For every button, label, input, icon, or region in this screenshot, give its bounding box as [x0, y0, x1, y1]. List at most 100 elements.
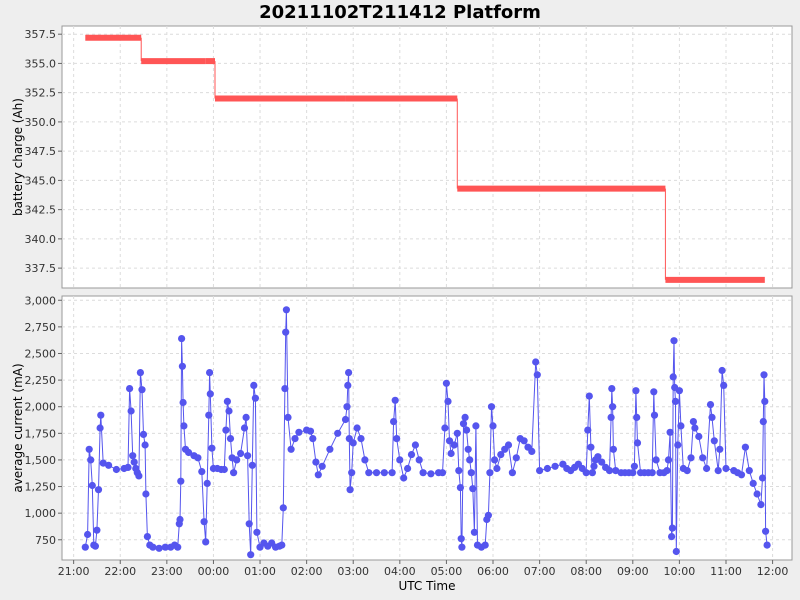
data-point [456, 484, 464, 492]
data-point [357, 435, 365, 443]
data-point [487, 403, 496, 411]
x-tick-label: 12:00 [757, 565, 789, 578]
data-point [343, 403, 351, 411]
data-point [469, 485, 477, 493]
data-point [508, 469, 516, 477]
chart-title: 20211102T211412 Platform [259, 2, 541, 23]
data-point [668, 533, 676, 541]
data-point [493, 464, 501, 473]
data-point [672, 547, 680, 556]
data-point [590, 462, 598, 470]
data-point [716, 445, 724, 453]
data-point [130, 458, 138, 466]
top-gridlines [62, 26, 792, 288]
data-point [666, 428, 674, 436]
data-point [341, 415, 350, 424]
data-point [722, 464, 730, 473]
top-y-ticks: 337.5 340.0 342.5 345.0 347.5 350.0 352.5 355.0… [25, 28, 62, 275]
y-tick-label: 1,750 [25, 427, 57, 440]
data-point [536, 467, 544, 475]
data-point [334, 429, 342, 437]
data-point [762, 527, 770, 535]
data-point [588, 469, 597, 477]
data-point [400, 474, 408, 482]
data-point [99, 459, 107, 467]
data-point [491, 456, 499, 464]
data-point [198, 468, 206, 476]
data-point [582, 469, 590, 477]
data-point [233, 456, 241, 464]
data-point [677, 422, 685, 430]
data-point [441, 424, 449, 432]
data-point [185, 448, 193, 457]
data-point [411, 441, 419, 449]
data-point [141, 441, 149, 449]
x-tick-label: 09:00 [617, 565, 649, 578]
current-series [81, 306, 771, 559]
data-point [202, 538, 210, 546]
x-tick-label: 01:00 [244, 565, 276, 578]
charge-series [85, 34, 765, 283]
data-point [664, 456, 673, 464]
data-point [81, 543, 89, 551]
y-tick-label: 3,000 [25, 294, 57, 307]
data-point [248, 461, 256, 469]
data-point [632, 387, 640, 395]
y-tick-label: 2,250 [25, 374, 57, 387]
data-point [237, 449, 245, 458]
data-point [470, 528, 478, 536]
data-point [648, 469, 656, 477]
data-point [253, 528, 261, 536]
data-point [407, 451, 416, 459]
data-point [222, 426, 230, 434]
x-axis-label: UTC Time [399, 579, 456, 593]
data-point [388, 469, 396, 477]
data-point [415, 456, 423, 464]
data-point [220, 465, 228, 474]
x-axis-ticks: 21:00 22:00 23:00 00:00 01:00 02:00 03:00 04:00… [58, 560, 789, 578]
data-point [464, 445, 472, 453]
bottom-y-axis-label: average current (mA) [11, 363, 25, 492]
data-point [136, 369, 144, 377]
data-point [633, 439, 642, 447]
data-point [594, 453, 602, 461]
data-point [674, 441, 682, 449]
data-point [206, 390, 214, 398]
data-point [687, 454, 695, 462]
data-point [652, 456, 660, 464]
data-point [741, 443, 750, 451]
data-point [459, 420, 468, 428]
data-point [396, 456, 404, 464]
data-point [208, 444, 216, 452]
data-point [650, 388, 658, 396]
y-tick-label: 337.5 [25, 262, 57, 275]
data-point [669, 373, 677, 381]
data-point [314, 471, 322, 479]
y-tick-label: 342.5 [25, 204, 57, 217]
data-point [194, 454, 202, 462]
top-panel: 337.5 340.0 342.5 345.0 347.5 350.0 352.5 355.0… [11, 25, 793, 289]
data-point [551, 462, 559, 470]
data-point [691, 424, 699, 432]
data-point [427, 470, 435, 478]
data-point [708, 413, 716, 421]
y-tick-label: 345.0 [25, 174, 57, 187]
data-point [745, 467, 753, 475]
y-tick-label: 355.0 [25, 57, 57, 70]
data-point [372, 469, 381, 477]
data-point [703, 464, 711, 473]
data-point [105, 461, 113, 469]
data-point [455, 467, 463, 475]
data-point [348, 469, 356, 477]
y-tick-label: 2,500 [25, 347, 57, 360]
data-point [112, 465, 120, 474]
data-point [466, 456, 474, 464]
data-point [138, 386, 146, 394]
data-point [585, 392, 593, 400]
data-point [247, 551, 255, 559]
data-point [179, 398, 187, 407]
data-point [633, 413, 641, 421]
data-point [251, 394, 259, 402]
data-point [714, 467, 722, 475]
